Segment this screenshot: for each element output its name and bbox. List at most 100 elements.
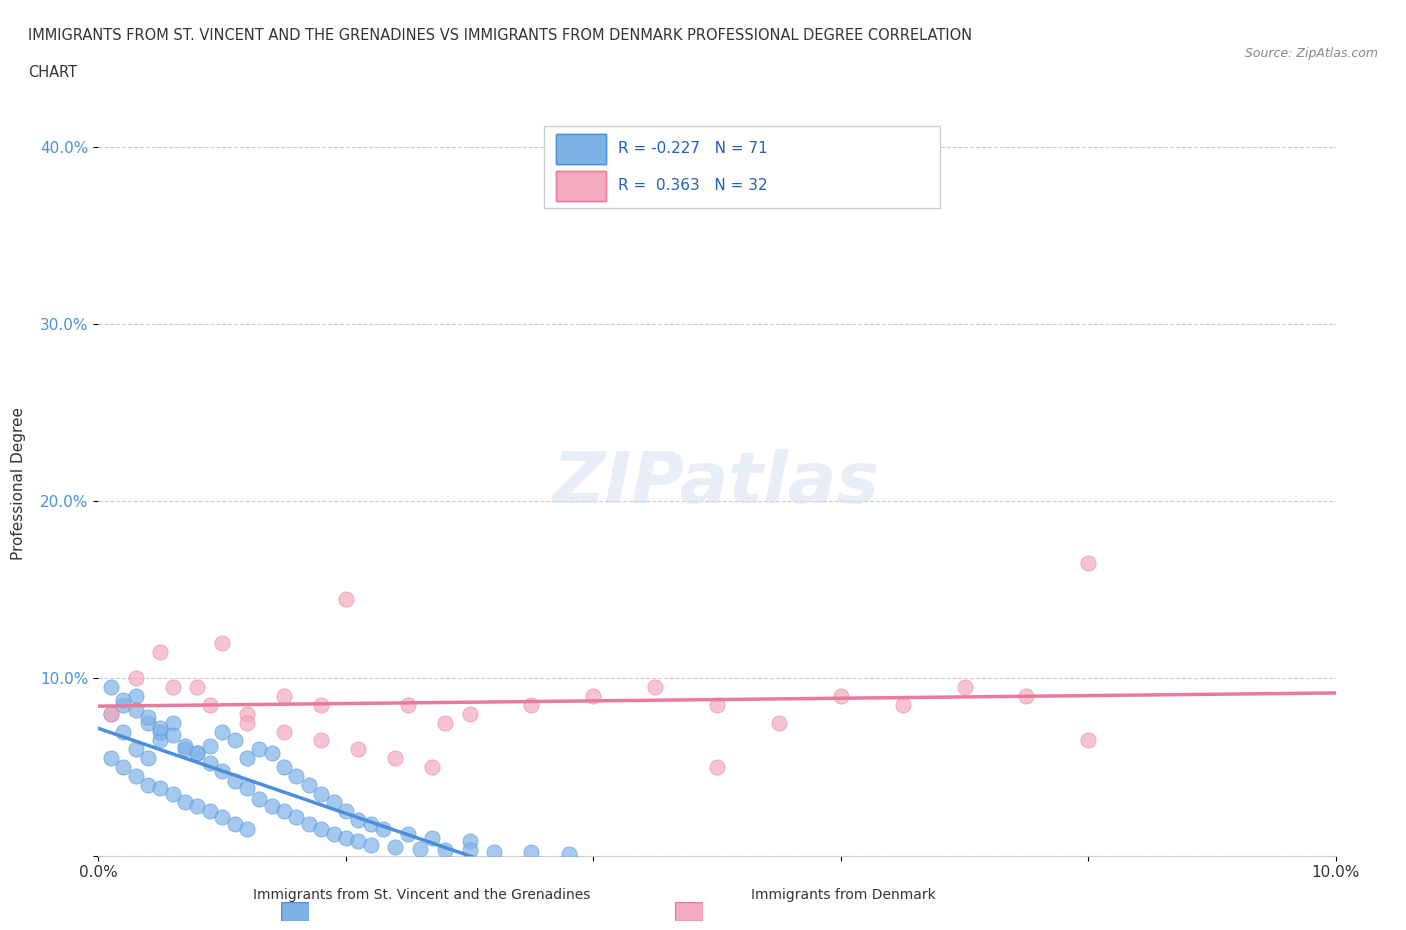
Point bbox=[211, 764, 233, 778]
Point bbox=[174, 742, 197, 757]
Point bbox=[360, 838, 382, 853]
Text: Immigrants from St. Vincent and the Grenadines: Immigrants from St. Vincent and the Gren… bbox=[253, 888, 591, 902]
Point bbox=[347, 742, 370, 757]
Point bbox=[433, 715, 456, 730]
Point bbox=[198, 698, 221, 712]
Point bbox=[211, 809, 233, 824]
Point bbox=[162, 786, 184, 801]
Point bbox=[644, 680, 666, 695]
Text: ZIPatlas: ZIPatlas bbox=[554, 449, 880, 518]
Text: R =  0.363   N = 32: R = 0.363 N = 32 bbox=[619, 179, 768, 193]
Point bbox=[198, 756, 221, 771]
Text: CHART: CHART bbox=[28, 65, 77, 80]
Point bbox=[247, 791, 270, 806]
Point bbox=[273, 804, 295, 818]
Point bbox=[260, 746, 283, 761]
Point bbox=[186, 799, 208, 814]
Point bbox=[422, 760, 444, 775]
Point bbox=[174, 738, 197, 753]
Point bbox=[236, 821, 259, 836]
Point bbox=[322, 795, 344, 810]
Point bbox=[384, 751, 406, 765]
Point bbox=[224, 774, 246, 789]
Point bbox=[136, 715, 159, 730]
Point bbox=[335, 591, 357, 606]
Point bbox=[273, 760, 295, 775]
Point bbox=[309, 733, 332, 748]
Point bbox=[458, 707, 481, 722]
Point bbox=[124, 703, 146, 718]
Point bbox=[124, 689, 146, 704]
Point bbox=[309, 698, 332, 712]
Point bbox=[224, 817, 246, 831]
Point bbox=[520, 844, 543, 859]
Point bbox=[557, 846, 579, 861]
Point bbox=[484, 844, 506, 859]
Point bbox=[136, 751, 159, 765]
Point bbox=[582, 689, 605, 704]
Point bbox=[124, 742, 146, 757]
Point bbox=[1015, 689, 1038, 704]
Point bbox=[124, 768, 146, 783]
Point bbox=[458, 843, 481, 857]
Point bbox=[112, 724, 135, 739]
Point bbox=[136, 710, 159, 724]
Point bbox=[186, 680, 208, 695]
Point bbox=[149, 644, 172, 659]
Point bbox=[149, 721, 172, 736]
Point bbox=[100, 707, 122, 722]
Point bbox=[335, 804, 357, 818]
Point bbox=[186, 746, 208, 761]
Point bbox=[211, 635, 233, 650]
Point bbox=[298, 817, 321, 831]
Point bbox=[112, 760, 135, 775]
Point bbox=[100, 751, 122, 765]
Point bbox=[198, 804, 221, 818]
Point bbox=[360, 817, 382, 831]
Point bbox=[162, 680, 184, 695]
Y-axis label: Professional Degree: Professional Degree bbox=[11, 407, 27, 560]
Point bbox=[273, 724, 295, 739]
Point bbox=[236, 781, 259, 796]
Point bbox=[224, 733, 246, 748]
Point bbox=[198, 738, 221, 753]
Text: R = -0.227   N = 71: R = -0.227 N = 71 bbox=[619, 141, 768, 156]
Point bbox=[409, 841, 432, 856]
FancyBboxPatch shape bbox=[557, 171, 606, 201]
Point bbox=[830, 689, 852, 704]
Point bbox=[1077, 733, 1099, 748]
Point bbox=[112, 692, 135, 707]
Point bbox=[396, 698, 419, 712]
Point bbox=[211, 724, 233, 739]
Point bbox=[124, 671, 146, 686]
Point bbox=[298, 777, 321, 792]
Point bbox=[273, 689, 295, 704]
Point bbox=[100, 707, 122, 722]
Point bbox=[384, 839, 406, 854]
Point bbox=[706, 698, 728, 712]
Point bbox=[309, 786, 332, 801]
Point bbox=[953, 680, 976, 695]
FancyBboxPatch shape bbox=[557, 134, 606, 164]
FancyBboxPatch shape bbox=[544, 126, 939, 208]
Point bbox=[422, 830, 444, 845]
Point bbox=[174, 795, 197, 810]
Point bbox=[186, 746, 208, 761]
Point bbox=[371, 821, 394, 836]
Point bbox=[396, 827, 419, 842]
Point bbox=[162, 727, 184, 742]
Text: Immigrants from Denmark: Immigrants from Denmark bbox=[751, 888, 936, 902]
Text: Source: ZipAtlas.com: Source: ZipAtlas.com bbox=[1244, 46, 1378, 60]
Point bbox=[347, 813, 370, 828]
Point bbox=[112, 698, 135, 712]
Point bbox=[458, 834, 481, 849]
Point bbox=[706, 760, 728, 775]
Point bbox=[335, 830, 357, 845]
Point bbox=[149, 733, 172, 748]
Point bbox=[891, 698, 914, 712]
Point bbox=[236, 707, 259, 722]
Point bbox=[347, 834, 370, 849]
Point bbox=[520, 698, 543, 712]
Point bbox=[162, 715, 184, 730]
Point bbox=[236, 751, 259, 765]
